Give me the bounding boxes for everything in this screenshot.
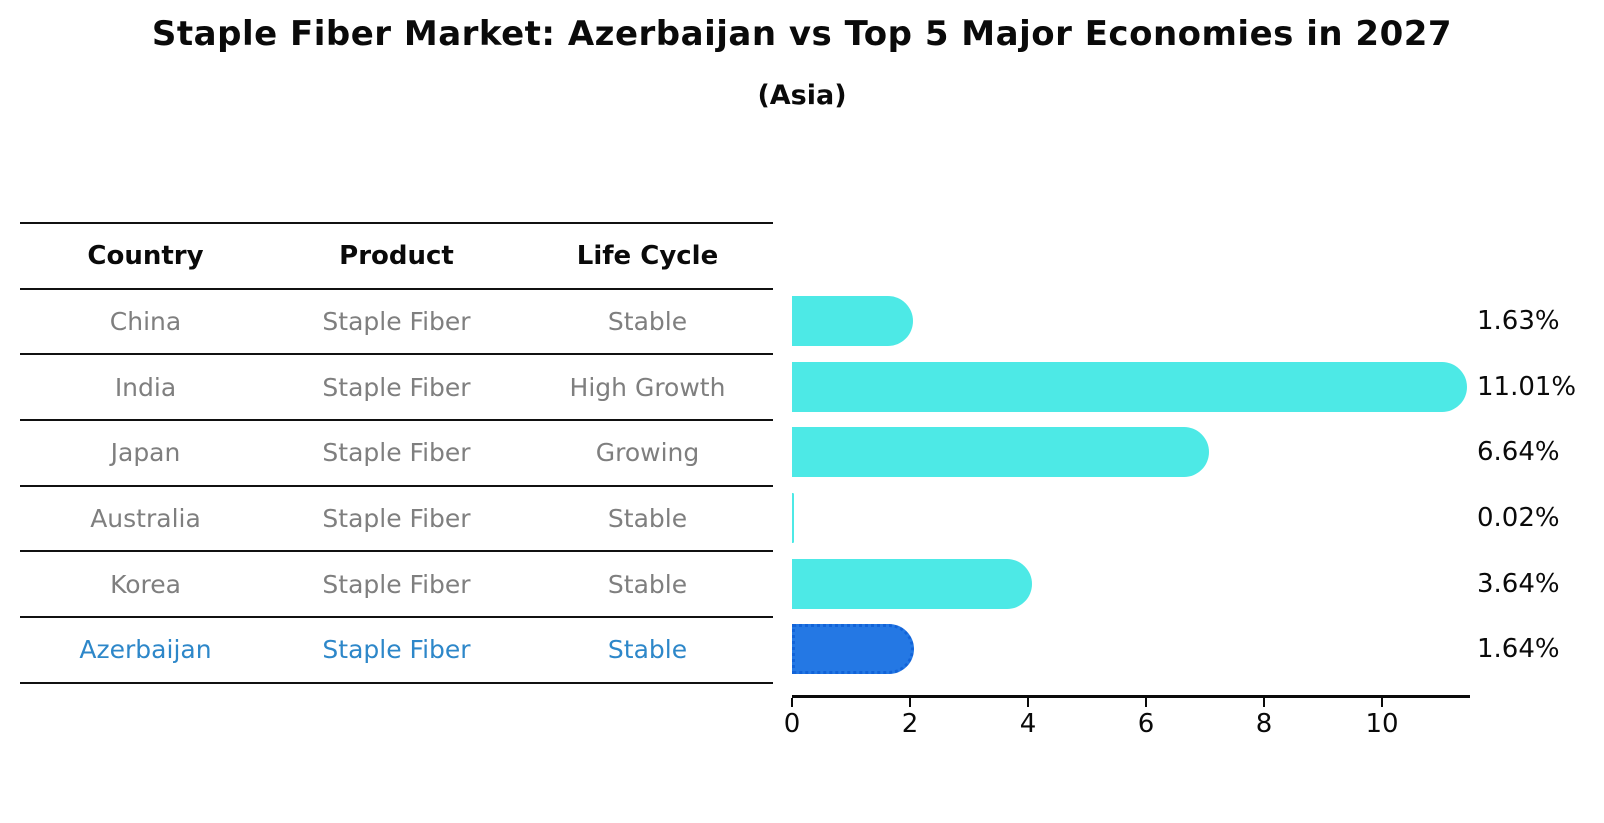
cell-product: Staple Fiber: [322, 372, 471, 402]
cell-product: Staple Fiber: [322, 438, 471, 468]
cell-life-cycle: Growing: [595, 438, 700, 468]
page-title: Staple Fiber Market: Azerbaijan vs Top 5…: [151, 14, 1453, 54]
x-axis-tick-label: 4: [1019, 709, 1037, 739]
bar-korea: [792, 558, 1032, 609]
bar-value-label: 1.63%: [1477, 305, 1560, 336]
x-axis-tick: [1027, 698, 1029, 707]
bar-value-label: 6.64%: [1477, 437, 1560, 468]
table-header-life-cycle: Life Cycle: [576, 240, 719, 271]
cell-country: Azerbaijan: [79, 635, 212, 665]
country-table: Country Product Life Cycle China Staple …: [20, 222, 773, 684]
page-subtitle: (Asia): [757, 80, 847, 111]
cell-product: Staple Fiber: [322, 569, 471, 599]
table-row: China Staple Fiber Stable: [20, 290, 773, 356]
bar-azerbaijan: [792, 624, 914, 675]
cell-country: India: [114, 372, 177, 402]
x-axis-tick: [909, 698, 911, 707]
x-axis: [792, 695, 1470, 698]
cell-product: Staple Fiber: [322, 504, 471, 534]
x-axis-tick-label: 8: [1255, 709, 1273, 739]
bar-australia: [792, 492, 794, 543]
table-header-country: Country: [87, 240, 204, 271]
table-row: India Staple Fiber High Growth: [20, 355, 773, 422]
cell-life-cycle: Stable: [607, 504, 688, 534]
cell-life-cycle: High Growth: [569, 372, 726, 402]
x-axis-tick: [1263, 698, 1265, 707]
table-header-row: Country Product Life Cycle: [20, 224, 773, 290]
x-axis-tick-label: 0: [783, 709, 801, 739]
cell-life-cycle: Stable: [607, 635, 688, 665]
cell-country: Japan: [110, 438, 181, 468]
bar-value-label: 1.64%: [1477, 634, 1560, 665]
x-axis-tick-label: 2: [901, 709, 919, 739]
table-row-azerbaijan: Azerbaijan Staple Fiber Stable: [20, 618, 773, 684]
table-header-product: Product: [339, 240, 454, 271]
table-row: Japan Staple Fiber Growing: [20, 421, 773, 487]
bar-japan: [792, 427, 1209, 478]
cell-product: Staple Fiber: [322, 635, 471, 665]
x-axis-tick-label: 6: [1137, 709, 1155, 739]
cell-life-cycle: Stable: [607, 307, 688, 337]
bar-china: [792, 295, 914, 346]
cell-life-cycle: Stable: [607, 569, 688, 599]
cell-country: Korea: [110, 569, 181, 599]
bar-india: [792, 361, 1467, 412]
bar-value-label: 3.64%: [1477, 568, 1560, 599]
bar-value-label: 11.01%: [1477, 371, 1577, 402]
x-axis-tick-label: 10: [1365, 709, 1399, 739]
x-axis-tick: [1381, 698, 1383, 707]
x-axis-tick: [1145, 698, 1147, 707]
cell-country: China: [109, 307, 182, 337]
cell-country: Australia: [90, 504, 201, 534]
bar-value-label: 0.02%: [1477, 502, 1560, 533]
table-row: Korea Staple Fiber Stable: [20, 552, 773, 619]
table-row: Australia Staple Fiber Stable: [20, 487, 773, 553]
x-axis-tick: [791, 698, 793, 707]
cell-product: Staple Fiber: [322, 307, 471, 337]
